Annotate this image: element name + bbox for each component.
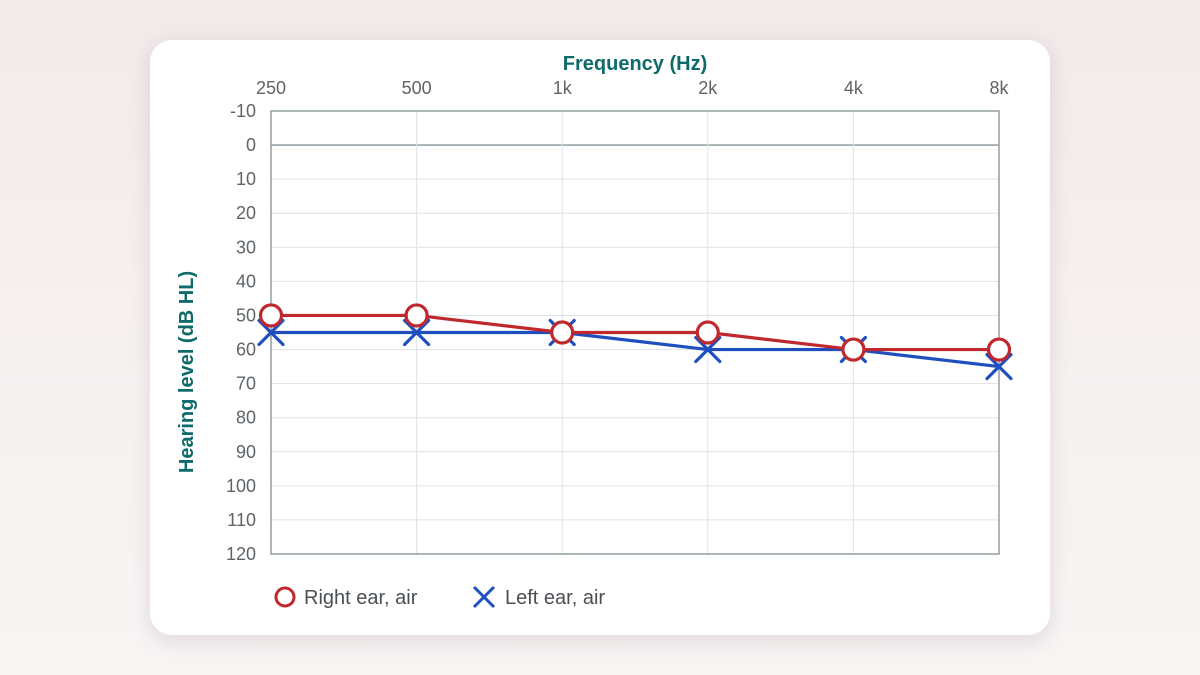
y-tick-label: 20	[236, 203, 256, 223]
y-tick-label: 110	[227, 510, 256, 530]
x-tick-label: 1k	[553, 78, 573, 98]
x-tick-label: 8k	[989, 78, 1009, 98]
series-line-circle	[271, 313, 999, 352]
legend-item: Right ear, air	[274, 586, 418, 609]
legend-label: Right ear, air	[304, 587, 418, 609]
y-tick-label: 10	[236, 169, 256, 189]
x-tick-label: 2k	[698, 78, 718, 98]
y-tick-label: 90	[236, 442, 256, 462]
right-ear-point	[550, 320, 575, 345]
series-line-cross	[271, 330, 1000, 369]
legend-circle-icon	[274, 586, 296, 608]
y-tick-label: -10	[230, 101, 256, 121]
y-tick-label: 120	[226, 544, 256, 564]
right-ear-point	[695, 320, 720, 345]
legend: Right ear, air Left ear, air	[274, 585, 605, 609]
x-tick-label: 250	[256, 78, 286, 98]
y-axis-title: Hearing level (dB HL)	[176, 271, 198, 473]
y-tick-label: 50	[236, 305, 256, 325]
tick-labels: -10 0 10 20 30 40 50 60 70 80 90 100 110 120 250 500 1k 2…	[226, 78, 1010, 564]
right-ear-point	[986, 337, 1012, 362]
legend-item: Left ear, air	[472, 585, 605, 609]
y-tick-label: 0	[246, 135, 256, 155]
y-tick-label: 40	[236, 271, 256, 291]
x-tick-label: 4k	[844, 78, 864, 98]
y-tick-label: 60	[236, 340, 256, 360]
legend-label: Left ear, air	[505, 587, 605, 609]
right-ear-point	[404, 303, 429, 328]
y-tick-label: 100	[226, 476, 256, 496]
x-axis-title: Frequency (Hz)	[563, 53, 707, 75]
y-tick-label: 80	[236, 408, 256, 428]
x-tick-label: 500	[402, 78, 432, 98]
series-layer	[257, 303, 1013, 381]
legend-cross-icon	[472, 585, 496, 609]
right-ear-point	[258, 303, 284, 328]
y-tick-label: 30	[236, 237, 256, 257]
y-tick-label: 70	[236, 374, 256, 394]
right-ear-point	[841, 337, 866, 362]
